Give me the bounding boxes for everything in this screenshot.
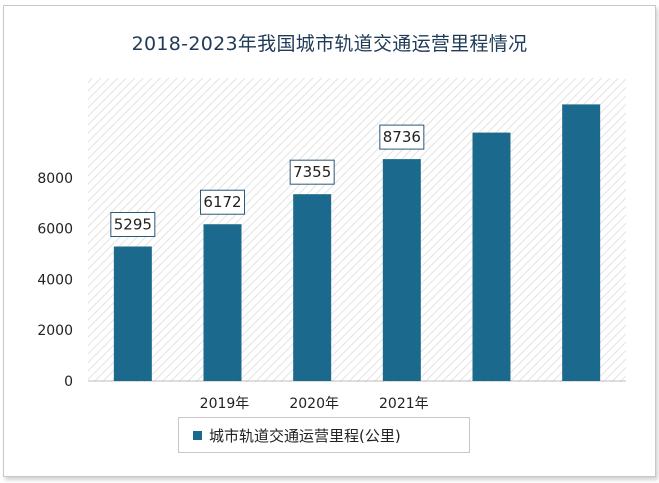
chart-title: 2018-2023年我国城市轨道交通运营里程情况 bbox=[131, 33, 528, 55]
bar bbox=[562, 104, 601, 382]
data-label-box bbox=[110, 212, 156, 238]
y-tick-label: 0 bbox=[64, 374, 73, 390]
x-tick-label: 2021年 bbox=[379, 396, 429, 412]
data-label-box bbox=[289, 159, 335, 185]
data-label: 5295 bbox=[114, 216, 152, 234]
y-tick-label: 2000 bbox=[37, 323, 73, 339]
bar bbox=[113, 246, 152, 381]
legend: 城市轨道交通运营里程(公里) bbox=[178, 417, 470, 453]
x-tick-label: 2019年 bbox=[200, 396, 250, 412]
data-label-box bbox=[200, 189, 245, 215]
bar bbox=[293, 194, 332, 381]
y-tick-label: 4000 bbox=[37, 272, 73, 288]
data-label-box bbox=[379, 124, 425, 150]
plot-area-background bbox=[88, 78, 626, 382]
data-label: 6172 bbox=[203, 193, 241, 211]
legend-swatch bbox=[193, 431, 202, 440]
y-tick-label: 6000 bbox=[37, 222, 73, 238]
bar bbox=[382, 159, 421, 381]
data-label: 7355 bbox=[293, 163, 331, 181]
y-tick-label: 8000 bbox=[37, 171, 73, 187]
bar bbox=[472, 132, 511, 381]
legend-label: 城市轨道交通运营里程(公里) bbox=[209, 427, 401, 445]
bar bbox=[203, 224, 242, 381]
data-label: 8736 bbox=[383, 128, 421, 146]
x-tick-label: 2020年 bbox=[289, 396, 339, 412]
